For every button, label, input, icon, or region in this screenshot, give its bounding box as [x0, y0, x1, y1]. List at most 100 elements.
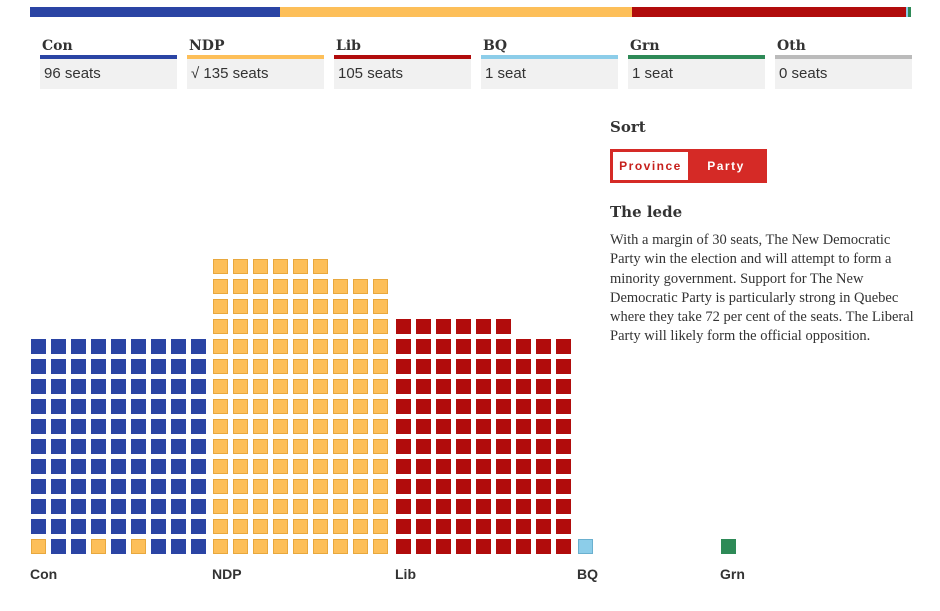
- seat-ndp: [373, 519, 388, 534]
- party-color-line: [775, 55, 912, 59]
- seat-ndp: [353, 359, 368, 374]
- seat-grn: [721, 539, 736, 554]
- seat-con: [131, 479, 146, 494]
- seat-ndp: [213, 259, 228, 274]
- seat-con: [191, 419, 206, 434]
- seat-con: [111, 479, 126, 494]
- sort-party-button[interactable]: Party: [688, 152, 764, 180]
- seat-ndp: [233, 379, 248, 394]
- seat-lib: [436, 459, 451, 474]
- seat-ndp: [293, 299, 308, 314]
- seat-con: [71, 439, 86, 454]
- seat-ndp: [313, 319, 328, 334]
- seat-ndp: [313, 459, 328, 474]
- seat-con: [151, 539, 166, 554]
- seat-lib: [476, 539, 491, 554]
- seat-ndp: [233, 439, 248, 454]
- seat-con: [171, 419, 186, 434]
- seat-ndp: [373, 459, 388, 474]
- seat-lib: [496, 419, 511, 434]
- seat-lib: [396, 339, 411, 354]
- seat-ndp: [333, 279, 348, 294]
- seat-ndp: [233, 359, 248, 374]
- party-card-ndp: NDP √ 135 seats: [187, 38, 324, 89]
- seat-ndp: [273, 439, 288, 454]
- seat-lib: [476, 419, 491, 434]
- seat-lib: [556, 339, 571, 354]
- seat-con: [171, 539, 186, 554]
- seat-ndp: [273, 539, 288, 554]
- seat-lib: [556, 519, 571, 534]
- seat-con: [171, 459, 186, 474]
- seat-ndp: [273, 339, 288, 354]
- seat-ndp: [333, 399, 348, 414]
- seat-ndp: [213, 299, 228, 314]
- seat-lib: [476, 379, 491, 394]
- seat-lib: [496, 499, 511, 514]
- seat-con: [51, 459, 66, 474]
- group-label-ndp: NDP: [212, 566, 242, 582]
- seat-con: [191, 479, 206, 494]
- seat-con: [31, 399, 46, 414]
- seat-ndp: [253, 399, 268, 414]
- seat-lib: [436, 419, 451, 434]
- seat-con: [111, 439, 126, 454]
- seat-lib: [476, 339, 491, 354]
- seat-ndp: [353, 519, 368, 534]
- seat-ndp: [373, 379, 388, 394]
- seat-lib: [436, 519, 451, 534]
- seat-ndp: [293, 379, 308, 394]
- seat-lib: [556, 419, 571, 434]
- seat-lib: [516, 459, 531, 474]
- seat-con: [151, 399, 166, 414]
- seat-lib: [476, 399, 491, 414]
- seat-ndp: [333, 359, 348, 374]
- sort-title: Sort: [610, 118, 646, 136]
- seat-con: [171, 499, 186, 514]
- seat-con: [31, 479, 46, 494]
- seat-ndp: [213, 279, 228, 294]
- party-card-grn: Grn 1 seat: [628, 38, 765, 89]
- seat-lib: [436, 439, 451, 454]
- share-segment-ndp: [280, 7, 633, 17]
- seat-con: [51, 539, 66, 554]
- seat-ndp: [373, 439, 388, 454]
- seat-con: [51, 479, 66, 494]
- seat-con: [191, 459, 206, 474]
- seat-ndp: [233, 299, 248, 314]
- seat-ndp: [353, 479, 368, 494]
- sidebar: Sort Province Party The lede With a marg…: [610, 118, 915, 347]
- seat-con: [71, 539, 86, 554]
- sort-province-button[interactable]: Province: [613, 152, 688, 180]
- party-card-oth: Oth 0 seats: [775, 38, 912, 89]
- seat-ndp: [273, 359, 288, 374]
- seat-ndp: [213, 399, 228, 414]
- seat-ndp: [91, 539, 106, 554]
- seat-ndp: [353, 299, 368, 314]
- seat-lib: [456, 359, 471, 374]
- seat-ndp: [213, 319, 228, 334]
- seat-con: [111, 539, 126, 554]
- seat-lib: [496, 519, 511, 534]
- seat-ndp: [253, 459, 268, 474]
- seat-con: [91, 359, 106, 374]
- seat-ndp: [253, 419, 268, 434]
- seat-con: [111, 379, 126, 394]
- seat-ndp: [293, 319, 308, 334]
- seat-lib: [556, 439, 571, 454]
- group-label-lib: Lib: [395, 566, 416, 582]
- seat-lib: [496, 379, 511, 394]
- seat-ndp: [273, 419, 288, 434]
- seat-con: [91, 439, 106, 454]
- seat-lib: [456, 419, 471, 434]
- seat-ndp: [313, 279, 328, 294]
- seat-lib: [516, 519, 531, 534]
- seat-ndp: [333, 379, 348, 394]
- seat-lib: [396, 479, 411, 494]
- seat-ndp: [213, 519, 228, 534]
- seat-ndp: [273, 379, 288, 394]
- seat-ndp: [233, 399, 248, 414]
- seat-con: [191, 339, 206, 354]
- seat-con: [171, 359, 186, 374]
- seat-con: [171, 379, 186, 394]
